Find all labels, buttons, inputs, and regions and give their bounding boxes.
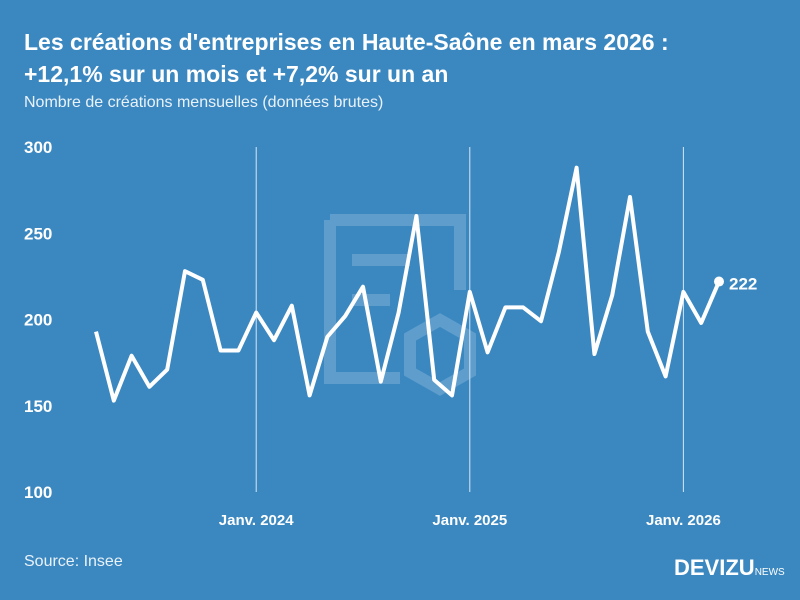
chart-title: Les créations d'entreprises en Haute-Saô… — [24, 26, 784, 90]
logo-main: DEVIZU — [674, 555, 755, 580]
source-note: Source: Insee — [24, 553, 123, 570]
devizu-logo: DEVIZUNEWS — [674, 555, 785, 581]
title-line-2: +12,1% sur un mois et +7,2% sur un an — [24, 61, 449, 87]
x-tick-label: Janv. 2025 — [432, 512, 507, 529]
logo-suffix: NEWS — [754, 567, 785, 578]
y-tick-label: 200 — [24, 311, 52, 330]
y-tick-label: 100 — [24, 483, 52, 502]
chart-subtitle: Nombre de créations mensuelles (données … — [24, 94, 384, 111]
title-line-1: Les créations d'entreprises en Haute-Saô… — [24, 29, 669, 55]
y-tick-label: 300 — [24, 138, 52, 157]
y-tick-label: 150 — [24, 397, 52, 416]
y-tick-label: 250 — [24, 224, 52, 243]
data-point — [714, 276, 724, 287]
x-tick-label: Janv. 2026 — [646, 512, 721, 529]
series-line — [94, 165, 721, 403]
x-tick-label: Janv. 2024 — [219, 512, 294, 529]
last-value-label: 222 — [729, 275, 757, 294]
